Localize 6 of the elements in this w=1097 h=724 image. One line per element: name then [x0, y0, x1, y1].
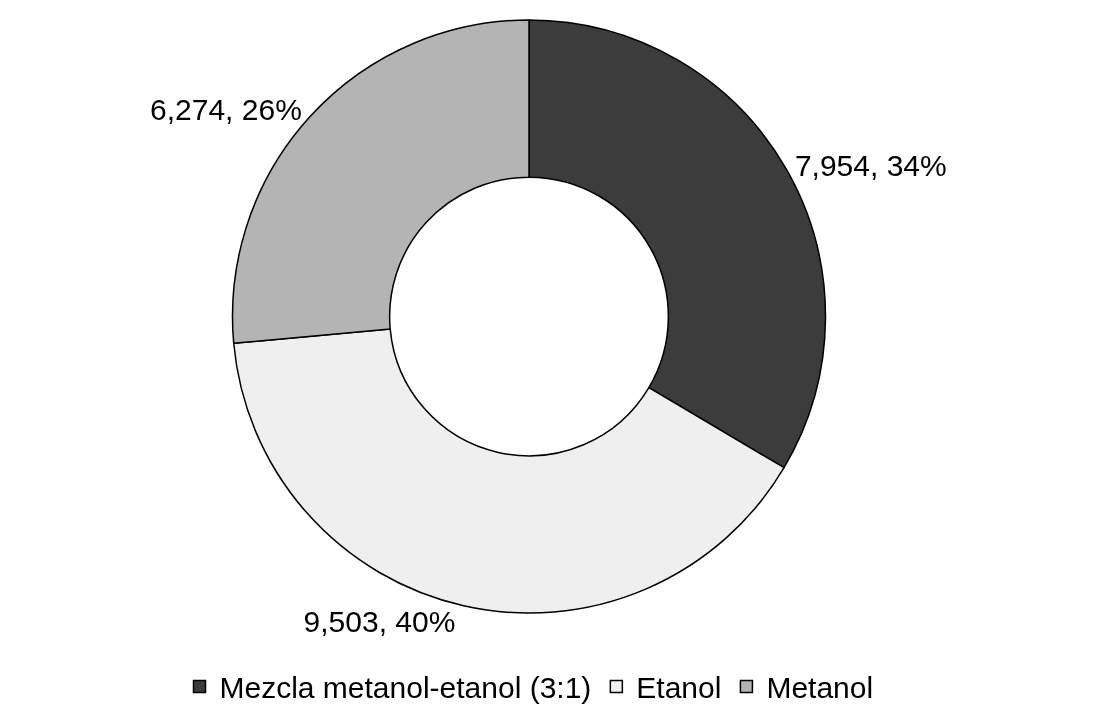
data-label: 7,954, 34%	[794, 149, 947, 183]
legend-label: Etanol	[636, 671, 722, 705]
legend-label: Mezcla metanol-etanol (3:1)	[219, 671, 592, 705]
data-label: 6,274, 26%	[150, 92, 302, 126]
legend-label: Metanol	[766, 671, 874, 705]
data-label: 9,503, 40%	[303, 604, 456, 638]
